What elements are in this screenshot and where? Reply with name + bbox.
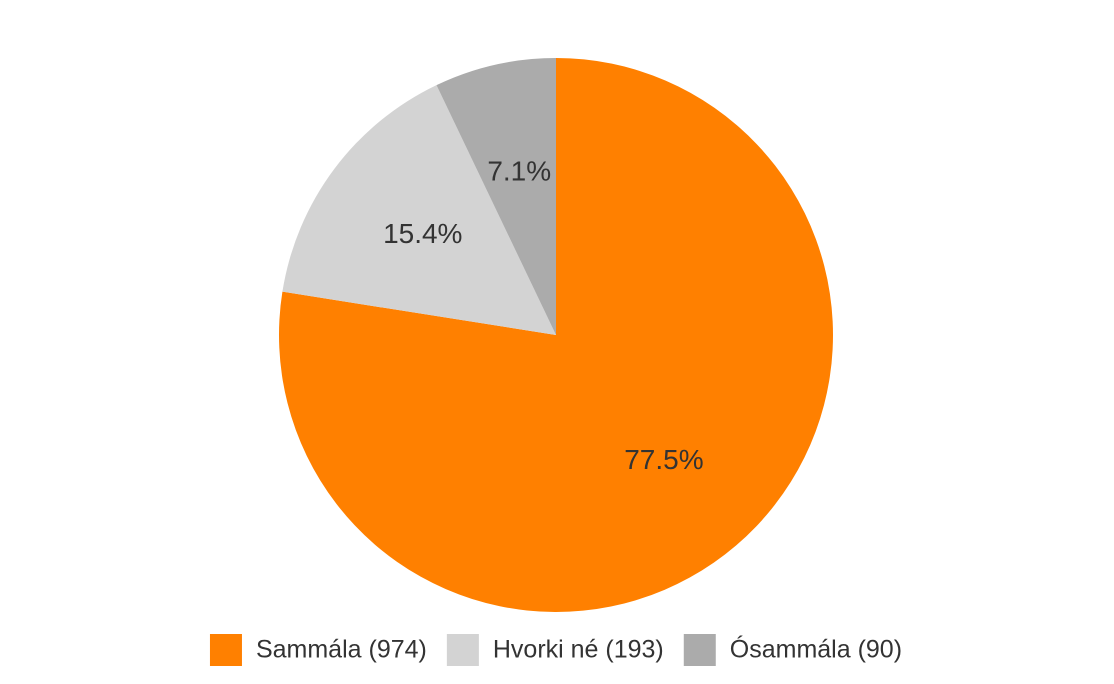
- legend-label: Sammála (974): [256, 636, 427, 664]
- pie-slice: [282, 85, 556, 336]
- data-label: 15.4%: [383, 218, 462, 249]
- pie-slice: [436, 58, 556, 335]
- legend-label: Hvorki né (193): [493, 636, 664, 664]
- legend-swatch: [446, 634, 479, 666]
- legend-swatch: [209, 634, 242, 666]
- legend-label: Ósammála (90): [730, 635, 902, 664]
- legend-swatch: [683, 634, 716, 666]
- data-label: 7.1%: [487, 155, 551, 186]
- data-label: 77.5%: [624, 444, 703, 475]
